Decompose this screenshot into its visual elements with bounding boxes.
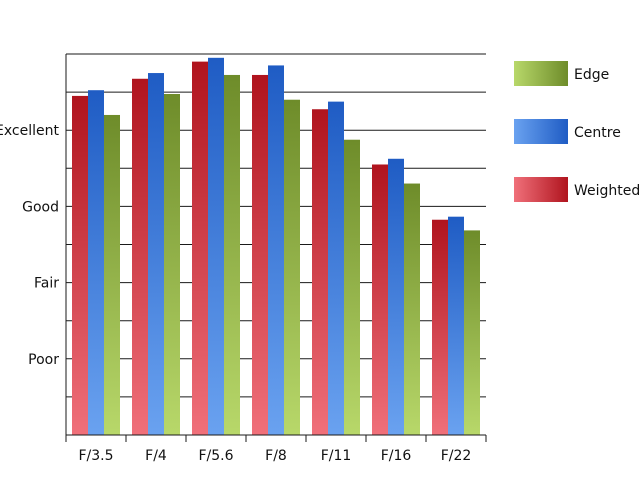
- legend-swatch-centre: [514, 119, 568, 144]
- bar-edge-f-16: [404, 183, 420, 435]
- bar-centre-f-4: [148, 73, 164, 436]
- x-tick-label-f-22: F/22: [441, 448, 472, 464]
- bar-edge-f-5-6: [224, 74, 240, 435]
- x-tick-label-f-8: F/8: [265, 448, 287, 464]
- bar-weighted-f-3-5: [72, 95, 88, 435]
- legend-swatch-weighted: [514, 177, 568, 202]
- legend-label-edge: Edge: [574, 67, 609, 83]
- bar-weighted-f-11: [312, 109, 328, 436]
- legend: Edge Centre Weighted: [514, 61, 640, 202]
- bar-weighted-f-8: [252, 74, 268, 435]
- bar-edge-f-11: [344, 139, 360, 435]
- y-tick-label-fair: Fair: [34, 276, 59, 292]
- bar-edge-f-4: [164, 94, 180, 435]
- y-tick-label-excellent: Excellent: [0, 123, 60, 139]
- y-tick-label-poor: Poor: [28, 352, 59, 368]
- x-tick-labels: F/3.5 F/4 F/5.6 F/8 F/11 F/16 F/22: [78, 448, 471, 464]
- bar-weighted-f-22: [432, 219, 448, 435]
- y-tick-label-good: Good: [22, 199, 59, 215]
- x-tick-label-f-16: F/16: [381, 448, 412, 464]
- x-tick-label-f-3-5: F/3.5: [78, 448, 113, 464]
- bar-edge-f-8: [284, 99, 300, 435]
- x-tick-label-f-11: F/11: [321, 448, 352, 464]
- bar-weighted-f-16: [372, 164, 388, 436]
- bar-edge-f-3-5: [104, 114, 120, 436]
- bar-centre-f-16: [388, 158, 404, 435]
- legend-label-weighted: Weighted: [574, 183, 640, 199]
- y-tick-labels: Poor Fair Good Excellent: [0, 123, 60, 368]
- bars: [72, 57, 480, 436]
- bar-weighted-f-4: [132, 78, 148, 435]
- bar-edge-f-22: [464, 230, 480, 435]
- bar-centre-f-3-5: [88, 90, 104, 435]
- legend-swatch-edge: [514, 61, 568, 86]
- bar-weighted-f-5-6: [192, 61, 208, 436]
- bar-centre-f-22: [448, 216, 464, 435]
- x-tick-label-f-4: F/4: [145, 448, 167, 464]
- bar-centre-f-8: [268, 65, 284, 436]
- axes: [65, 54, 487, 442]
- bar-centre-f-5-6: [208, 57, 224, 436]
- legend-label-centre: Centre: [574, 125, 621, 141]
- bar-centre-f-11: [328, 101, 344, 435]
- x-tick-label-f-5-6: F/5.6: [198, 448, 233, 464]
